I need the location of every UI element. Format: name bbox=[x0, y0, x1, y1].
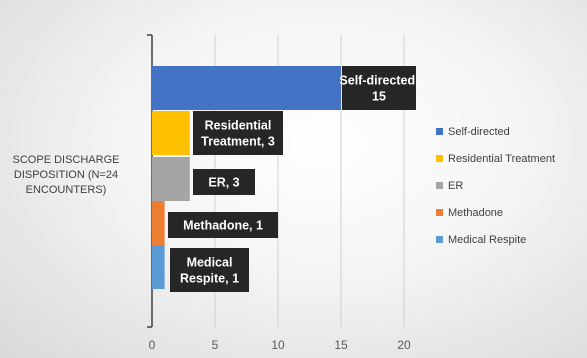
legend-label: ER bbox=[448, 180, 463, 192]
data-label: Self-directed, 15 bbox=[339, 66, 419, 110]
legend-label: Residential Treatment bbox=[448, 153, 555, 165]
legend-label: Methadone bbox=[448, 207, 503, 219]
x-tick-label: 15 bbox=[334, 338, 348, 352]
data-label: Medical Respite, 1 bbox=[170, 248, 249, 292]
category-axis-title: SCOPE DISCHARGE DISPOSITION (N=24 ENCOUNTE… bbox=[13, 154, 120, 196]
bar-residential-treatment[interactable] bbox=[152, 111, 190, 155]
data-label-box bbox=[193, 111, 283, 155]
legend-swatch bbox=[436, 155, 443, 162]
legend-swatch bbox=[436, 236, 443, 243]
data-label-text: 15 bbox=[372, 90, 386, 104]
data-label-text: Treatment, 3 bbox=[201, 135, 275, 149]
data-label-text: Methadone, 1 bbox=[183, 219, 263, 233]
data-label-text: Medical bbox=[187, 256, 233, 270]
x-tick-label: 0 bbox=[149, 338, 156, 352]
legend-item-er[interactable]: ER bbox=[436, 180, 463, 192]
bar-er[interactable] bbox=[152, 157, 190, 201]
x-tick-label: 10 bbox=[271, 338, 285, 352]
bar-medical-respite[interactable] bbox=[152, 245, 165, 289]
legend-item-self-directed[interactable]: Self-directed bbox=[436, 126, 510, 138]
data-label-text: Self-directed, bbox=[339, 74, 418, 88]
data-label: Residential Treatment, 3 bbox=[193, 111, 283, 155]
x-axis-ticks: 0 5 10 15 20 bbox=[149, 338, 411, 352]
legend-swatch bbox=[436, 128, 443, 135]
data-label: Methadone, 1 bbox=[168, 212, 278, 238]
legend[interactable]: Self-directed Residential Treatment ER Meth… bbox=[436, 126, 555, 246]
data-label-text: Respite, 1 bbox=[180, 272, 239, 286]
data-label-box bbox=[168, 212, 278, 238]
legend-item-methadone[interactable]: Methadone bbox=[436, 207, 503, 219]
data-label-box bbox=[170, 248, 249, 292]
data-label-text: ER, 3 bbox=[208, 176, 239, 190]
bars bbox=[152, 66, 341, 289]
category-axis: SCOPE DISCHARGE DISPOSITION (N=24 ENCOUNTE… bbox=[13, 34, 153, 328]
data-labels: Self-directed, 15 Residential Treatment, 3 E… bbox=[168, 66, 419, 292]
legend-label: Self-directed bbox=[448, 126, 510, 138]
data-label-box bbox=[193, 169, 255, 195]
data-label-text: Residential bbox=[205, 119, 272, 133]
bar-methadone[interactable] bbox=[152, 201, 165, 245]
x-tick-label: 5 bbox=[212, 338, 219, 352]
legend-item-medical-respite[interactable]: Medical Respite bbox=[436, 234, 526, 246]
data-label-box bbox=[342, 66, 416, 110]
legend-label: Medical Respite bbox=[448, 234, 526, 246]
legend-item-residential-treatment[interactable]: Residential Treatment bbox=[436, 153, 555, 165]
legend-swatch bbox=[436, 182, 443, 189]
legend-swatch bbox=[436, 209, 443, 216]
bar-self-directed[interactable] bbox=[152, 66, 341, 110]
data-label: ER, 3 bbox=[193, 169, 255, 195]
x-tick-label: 20 bbox=[397, 338, 411, 352]
